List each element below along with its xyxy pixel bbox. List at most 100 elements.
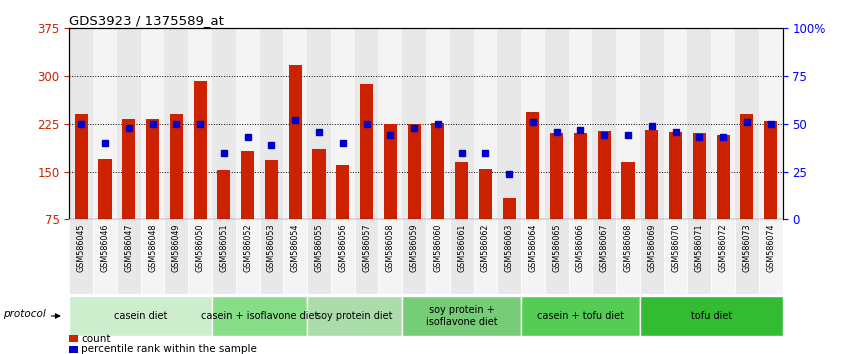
- Text: GSM586046: GSM586046: [101, 223, 109, 272]
- Text: GSM586048: GSM586048: [148, 223, 157, 272]
- Bar: [545, 219, 569, 294]
- Bar: [402, 219, 426, 294]
- Bar: [598, 131, 611, 219]
- Text: casein diet: casein diet: [114, 311, 168, 321]
- Text: GSM586053: GSM586053: [267, 223, 276, 272]
- Bar: [360, 84, 373, 219]
- Bar: [663, 28, 688, 219]
- Bar: [479, 169, 492, 219]
- Bar: [450, 219, 474, 294]
- Bar: [693, 133, 706, 219]
- Text: GSM586065: GSM586065: [552, 223, 561, 272]
- Bar: [640, 28, 663, 219]
- Bar: [123, 119, 135, 219]
- Bar: [164, 219, 188, 294]
- Text: casein + isoflavone diet: casein + isoflavone diet: [201, 311, 318, 321]
- Bar: [759, 28, 783, 219]
- Text: GSM586054: GSM586054: [291, 223, 299, 272]
- Text: GSM586061: GSM586061: [457, 223, 466, 272]
- Bar: [69, 335, 78, 342]
- Bar: [69, 346, 78, 353]
- Bar: [384, 124, 397, 219]
- Bar: [426, 28, 450, 219]
- Bar: [426, 219, 450, 294]
- Bar: [336, 165, 349, 219]
- Text: GSM586045: GSM586045: [77, 223, 85, 272]
- Bar: [69, 219, 93, 294]
- Bar: [307, 296, 402, 336]
- Bar: [140, 219, 164, 294]
- Bar: [194, 81, 206, 219]
- Text: soy protein diet: soy protein diet: [316, 311, 393, 321]
- Bar: [688, 28, 711, 219]
- Bar: [759, 219, 783, 294]
- Bar: [402, 296, 521, 336]
- Text: GDS3923 / 1375589_at: GDS3923 / 1375589_at: [69, 14, 224, 27]
- Bar: [735, 219, 759, 294]
- Bar: [260, 219, 283, 294]
- Bar: [260, 28, 283, 219]
- Text: GSM586057: GSM586057: [362, 223, 371, 272]
- Bar: [188, 28, 212, 219]
- Bar: [212, 296, 307, 336]
- Bar: [312, 149, 326, 219]
- Bar: [170, 114, 183, 219]
- Bar: [241, 151, 254, 219]
- Bar: [93, 28, 117, 219]
- Bar: [164, 28, 188, 219]
- Bar: [574, 133, 587, 219]
- Bar: [283, 28, 307, 219]
- Bar: [188, 219, 212, 294]
- Bar: [669, 132, 682, 219]
- Bar: [69, 296, 212, 336]
- Bar: [521, 219, 545, 294]
- Bar: [521, 296, 640, 336]
- Text: GSM586073: GSM586073: [743, 223, 751, 272]
- Bar: [740, 114, 754, 219]
- Bar: [450, 28, 474, 219]
- Bar: [74, 114, 88, 219]
- Bar: [288, 65, 302, 219]
- Bar: [592, 28, 616, 219]
- Text: GSM586059: GSM586059: [409, 223, 419, 272]
- Bar: [265, 160, 278, 219]
- Text: GSM586066: GSM586066: [576, 223, 585, 272]
- Bar: [307, 219, 331, 294]
- Bar: [497, 28, 521, 219]
- Bar: [503, 199, 516, 219]
- Text: GSM586064: GSM586064: [529, 223, 537, 272]
- Text: casein + tofu diet: casein + tofu diet: [537, 311, 624, 321]
- Bar: [69, 28, 93, 219]
- Bar: [236, 28, 260, 219]
- Text: GSM586060: GSM586060: [433, 223, 442, 272]
- Text: GSM586071: GSM586071: [695, 223, 704, 272]
- Bar: [117, 28, 140, 219]
- Text: GSM586067: GSM586067: [600, 223, 609, 272]
- Text: percentile rank within the sample: percentile rank within the sample: [81, 344, 257, 354]
- Bar: [640, 219, 663, 294]
- Bar: [592, 219, 616, 294]
- Bar: [711, 28, 735, 219]
- Text: GSM586056: GSM586056: [338, 223, 347, 272]
- Bar: [735, 28, 759, 219]
- Text: GSM586051: GSM586051: [219, 223, 228, 272]
- Bar: [283, 219, 307, 294]
- Text: GSM586063: GSM586063: [505, 223, 514, 272]
- Bar: [455, 162, 468, 219]
- Text: protocol: protocol: [3, 309, 47, 319]
- Bar: [526, 113, 540, 219]
- Text: GSM586055: GSM586055: [315, 223, 323, 272]
- Bar: [217, 170, 230, 219]
- Bar: [645, 130, 658, 219]
- Bar: [98, 159, 112, 219]
- Bar: [550, 133, 563, 219]
- Bar: [354, 28, 378, 219]
- Bar: [408, 124, 420, 219]
- Text: GSM586074: GSM586074: [766, 223, 775, 272]
- Bar: [640, 296, 783, 336]
- Bar: [711, 219, 735, 294]
- Bar: [717, 135, 729, 219]
- Text: GSM586047: GSM586047: [124, 223, 134, 272]
- Text: GSM586070: GSM586070: [671, 223, 680, 272]
- Bar: [212, 28, 236, 219]
